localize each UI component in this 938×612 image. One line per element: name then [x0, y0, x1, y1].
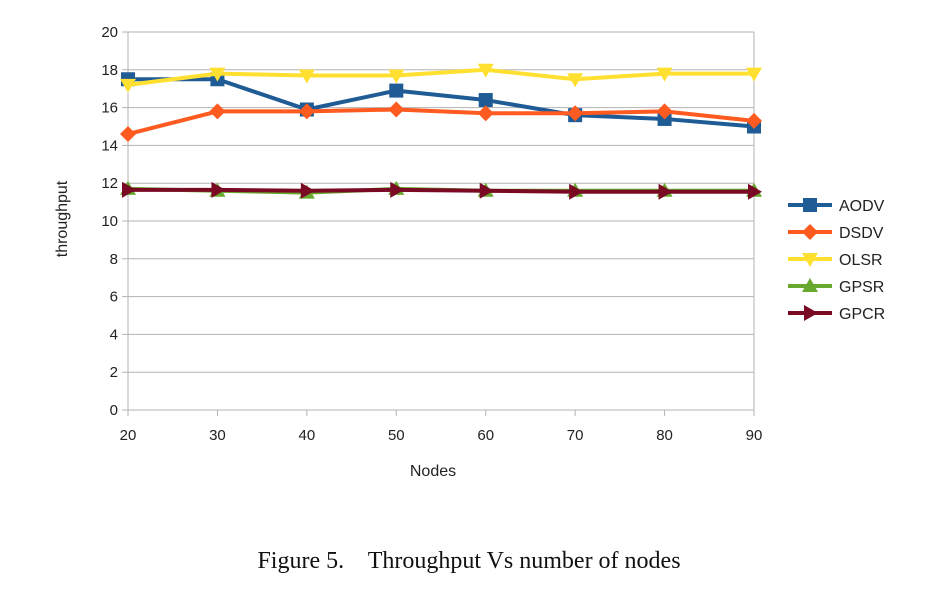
y-tick-label: 18: [101, 62, 118, 79]
series-gpcr: [122, 181, 762, 200]
caption-label: Figure 5.: [257, 548, 345, 574]
legend-item-olsr: OLSR: [788, 252, 883, 269]
data-point-dsdv: [746, 112, 762, 129]
x-tick-label: 70: [567, 427, 584, 444]
data-point-gpcr: [658, 183, 673, 200]
data-point-olsr: [567, 73, 584, 88]
x-tick-label: 40: [299, 427, 316, 444]
data-point-gpcr: [479, 182, 494, 199]
x-tick-label: 60: [477, 427, 494, 444]
y-axis-ticks: 0 2 4 6 8 10 12 14 16 18 20: [101, 24, 118, 419]
data-point-gpcr: [300, 182, 315, 199]
legend-item-gpcr: GPCR: [788, 305, 885, 323]
data-point-gpcr: [122, 181, 136, 198]
legend-marker: [802, 253, 818, 267]
data-point-dsdv: [388, 101, 405, 118]
legend-item-gpsr: GPSR: [788, 278, 884, 296]
data-point-aodv: [478, 93, 493, 108]
data-point-olsr: [209, 67, 226, 82]
data-point-dsdv: [477, 105, 494, 122]
y-tick-label: 0: [110, 402, 118, 419]
data-point-gpcr: [748, 183, 762, 200]
y-tick-label: 14: [101, 137, 118, 154]
data-point-olsr: [477, 63, 494, 78]
y-tick-label: 2: [110, 364, 118, 381]
legend-marker: [802, 278, 818, 292]
x-tick-label: 20: [120, 427, 137, 444]
legend-marker: [803, 198, 817, 212]
axes: [127, 32, 755, 416]
y-tick-label: 16: [101, 100, 118, 117]
data-point-dsdv: [298, 103, 315, 120]
data-point-olsr: [746, 67, 762, 82]
legend-label: DSDV: [839, 225, 884, 242]
legend-item-dsdv: DSDV: [788, 224, 884, 242]
y-tick-label: 4: [110, 326, 118, 343]
legend-marker: [804, 305, 818, 321]
figure-caption: Figure 5. Throughput Vs number of nodes: [0, 548, 938, 575]
x-tick-label: 30: [209, 427, 226, 444]
y-tick-label: 10: [101, 213, 118, 230]
legend-label: OLSR: [839, 252, 883, 269]
data-point-dsdv: [656, 103, 673, 120]
caption-text: Throughput Vs number of nodes: [367, 548, 681, 574]
data-point-olsr: [298, 69, 315, 84]
legend: AODV DSDV OLSR GPSR GPCR: [788, 198, 885, 323]
y-tick-label: 20: [101, 24, 118, 41]
data-point-gpcr: [211, 181, 226, 198]
y-axis-title: throughput: [54, 180, 71, 257]
x-tick-label: 80: [656, 427, 673, 444]
data-point-dsdv: [120, 126, 136, 143]
x-axis-title: Nodes: [410, 463, 456, 480]
series-dsdv: [120, 101, 762, 143]
data-point-dsdv: [209, 103, 226, 120]
x-axis-ticks: 20 30 40 50 60 70 80 90: [120, 410, 763, 444]
y-tick-label: 12: [101, 175, 118, 192]
legend-marker: [802, 224, 818, 240]
data-point-dsdv: [567, 105, 584, 122]
series-group: [120, 63, 762, 200]
data-point-olsr: [388, 69, 405, 84]
data-point-olsr: [656, 67, 673, 82]
data-point-aodv: [389, 83, 404, 98]
legend-label: AODV: [839, 198, 885, 215]
y-tick-label: 6: [110, 289, 118, 306]
series-line-gpcr: [128, 187, 754, 194]
data-point-gpcr: [569, 183, 584, 200]
legend-item-aodv: AODV: [788, 198, 885, 215]
series-aodv: [121, 72, 761, 134]
series-line-olsr: [127, 67, 754, 87]
gridlines: [122, 31, 754, 411]
series-line-dsdv: [127, 107, 755, 136]
data-point-gpcr: [390, 181, 405, 198]
x-tick-label: 50: [388, 427, 405, 444]
data-point-olsr: [120, 78, 136, 93]
series-olsr: [120, 63, 762, 93]
x-tick-label: 90: [746, 427, 763, 444]
legend-label: GPCR: [839, 306, 885, 323]
y-tick-label: 8: [110, 251, 118, 268]
series-line-aodv: [128, 77, 755, 129]
legend-label: GPSR: [839, 279, 884, 296]
